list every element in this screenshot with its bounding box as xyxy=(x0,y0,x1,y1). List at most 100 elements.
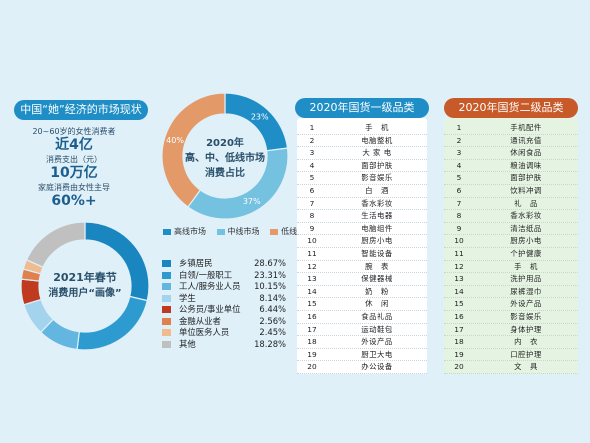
category-cell: 内 衣 xyxy=(514,337,538,347)
rank-cell: 9 xyxy=(456,223,462,233)
legend-swatch xyxy=(162,306,171,314)
rank-cell: 20 xyxy=(454,362,464,372)
table-row: 19 厨卫大电 xyxy=(297,349,427,362)
rank-cell: 13 xyxy=(307,274,317,284)
legend-label: 公务员/事业单位 xyxy=(179,304,241,314)
table-row: 7 香水彩妆 xyxy=(297,198,427,211)
table-row: 10 厨房小电 xyxy=(444,235,578,248)
table-row: 20 文 具 xyxy=(444,361,578,374)
table-row: 20 办公设备 xyxy=(297,361,427,374)
donut-slice-occ-7 xyxy=(25,221,86,268)
legend-percent: 23.31% xyxy=(254,269,286,280)
rank-cell: 3 xyxy=(456,148,462,158)
table-row: 5 影音娱乐 xyxy=(297,172,427,185)
table-row: 12 手 机 xyxy=(444,261,578,274)
category-cell: 影音娱乐 xyxy=(510,311,542,321)
legend-percent: 18.28% xyxy=(254,338,286,349)
table-row: 18 内 衣 xyxy=(444,336,578,349)
rank-cell: 1 xyxy=(309,123,315,132)
legend-swatch xyxy=(162,283,171,291)
table-row: 13 保健器械 xyxy=(297,273,427,286)
legend-label: 学生 xyxy=(179,292,196,303)
rank-cell: 18 xyxy=(454,337,464,347)
table-row: 11 智能设备 xyxy=(297,248,427,261)
legend-label: 其他 xyxy=(179,338,196,349)
legend-row: 公务员/事业单位 6.44% xyxy=(162,304,286,316)
rank-cell: 2 xyxy=(309,135,315,145)
legend-percent: 2.56% xyxy=(259,315,286,326)
market-donut-title-line: 消费占比 xyxy=(205,166,245,179)
category-cell: 手 机 xyxy=(365,123,389,132)
legend-label: 高线市场 xyxy=(174,227,206,236)
stat-label: 20~60岁的女性消费者 xyxy=(32,127,116,136)
legend-row: 白领/一般职工 23.31% xyxy=(162,270,286,282)
occupation-legend: 乡镇居民 28.67% 白领/一般职工 23.31% 工人/服务业人员 10.15% 学生 8… xyxy=(162,258,286,350)
rank-cell: 6 xyxy=(309,185,315,195)
rank-cell: 15 xyxy=(307,299,317,309)
table-row: 14 奶 粉 xyxy=(297,286,427,299)
stats-block: 20~60岁的女性消费者 近4亿 消费支出（元） 10万亿 家庭消费由女性主导 … xyxy=(14,126,134,210)
category-cell: 手 机 xyxy=(514,261,538,271)
donut-slice-occ-4 xyxy=(20,278,42,306)
legend-label: 金融从业者 xyxy=(179,315,221,326)
category-cell: 通讯充值 xyxy=(510,135,542,145)
category-cell: 厨房小电 xyxy=(510,236,542,246)
rank-cell: 7 xyxy=(456,198,462,208)
rank-cell: 14 xyxy=(454,286,464,296)
table-row: 17 运动鞋包 xyxy=(297,324,427,337)
rank-cell: 16 xyxy=(307,311,317,321)
portrait-donut-title-line: 2021年春节 xyxy=(53,270,117,284)
slice-value-label: 23% xyxy=(251,113,269,122)
table-row: 18 外设产品 xyxy=(297,336,427,349)
category-cell: 食品礼品 xyxy=(361,311,393,321)
table-row: 9 清洁纸品 xyxy=(444,223,578,236)
rank-cell: 19 xyxy=(307,349,317,359)
rank-cell: 17 xyxy=(454,324,464,334)
legend-swatch xyxy=(162,340,171,348)
table-row: 1 手机配件 xyxy=(444,122,578,135)
table-row: 10 厨房小电 xyxy=(297,235,427,248)
rank-cell: 19 xyxy=(454,349,464,359)
rank-cell: 5 xyxy=(456,173,462,183)
category-cell: 外设产品 xyxy=(510,299,542,309)
legend-swatch xyxy=(162,317,171,325)
rank-cell: 17 xyxy=(307,324,317,334)
table-row: 9 电脑组件 xyxy=(297,223,427,236)
legend-swatch xyxy=(162,260,171,268)
rank-cell: 14 xyxy=(307,286,317,296)
portrait-donut-title-line: 消费用户“画像” xyxy=(48,286,121,299)
category-cell: 智能设备 xyxy=(361,248,393,258)
legend-swatch xyxy=(163,228,171,235)
consumer-portrait-donut: 2021年春节 消费用户“画像” xyxy=(20,221,150,351)
category-cell: 生活电器 xyxy=(361,211,393,221)
table-row: 17 身体护理 xyxy=(444,324,578,337)
table2-domestic-secondary-top20: 1 手机配件 2 通讯充值 3 休闲食品 4 粮油调味 5 面部护肤 6 饮料冲调 7 礼 品 8 香水彩妆 9… xyxy=(444,118,578,374)
rank-cell: 16 xyxy=(454,311,464,321)
category-cell: 运动鞋包 xyxy=(361,324,393,334)
stat-label: 家庭消费由女性主导 xyxy=(38,183,110,192)
legend-swatch xyxy=(216,228,225,235)
legend-percent: 10.15% xyxy=(254,281,286,291)
legend-row: 乡镇居民 28.67% xyxy=(162,258,286,270)
category-cell: 奶 粉 xyxy=(365,286,389,296)
table-row: 7 礼 品 xyxy=(444,198,578,211)
table-row: 16 食品礼品 xyxy=(297,311,427,324)
stat-value: 10万亿 xyxy=(50,165,98,181)
legend-label: 工人/服务业人员 xyxy=(179,281,241,291)
legend-swatch xyxy=(162,294,171,302)
table-row: 6 饮料冲调 xyxy=(444,185,578,198)
rank-cell: 8 xyxy=(309,211,315,221)
category-cell: 身体护理 xyxy=(510,324,542,334)
legend-item-mid: 中线市场 xyxy=(216,226,260,237)
category-cell: 腕 表 xyxy=(365,261,389,271)
table-row: 2 通讯充值 xyxy=(444,135,578,148)
table1-domestic-primary-top20: 1 手 机 2 电脑整机 3 大 家 电 4 面部护肤 5 影音娱乐 6 白 酒 7 香水彩妆 8 生活电器 9… xyxy=(297,118,427,374)
category-cell: 厨卫大电 xyxy=(361,349,393,359)
rank-cell: 7 xyxy=(309,198,315,208)
category-cell: 电脑整机 xyxy=(361,135,393,145)
table-row: 15 休 闲 xyxy=(297,298,427,311)
market-donut-title-line: 高、中、低线市场 xyxy=(185,151,265,164)
stat-label: 消费支出（元） xyxy=(46,155,102,164)
category-cell: 面部护肤 xyxy=(361,160,393,170)
market-donut-title-line: 2020年 xyxy=(206,136,244,149)
